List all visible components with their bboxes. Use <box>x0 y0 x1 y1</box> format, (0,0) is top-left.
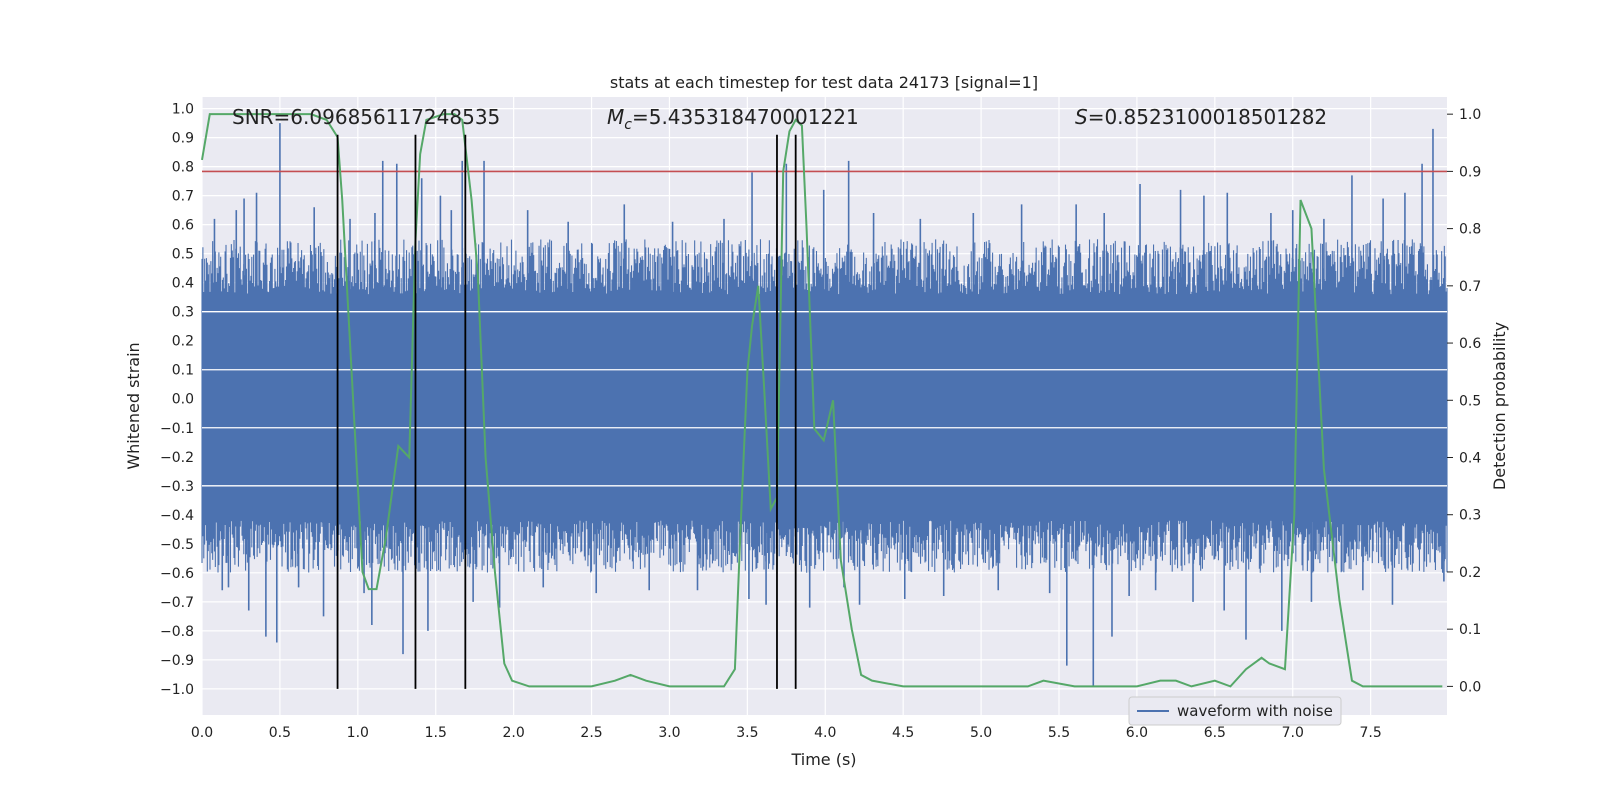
waveform-trace <box>201 239 1448 573</box>
y-tick-label-left: 0.0 <box>172 392 194 408</box>
x-tick-label: 5.0 <box>970 725 992 741</box>
y-axis-label-right: Detection probability <box>1490 322 1509 490</box>
y-tick-label-left: 1.0 <box>172 102 194 118</box>
y-axis-label-left: Whitened strain <box>124 342 143 469</box>
detection-probability-series <box>201 113 1443 688</box>
x-tick-label: 1.0 <box>347 725 369 741</box>
x-tick-label: 4.0 <box>814 725 836 741</box>
s-symbol: S <box>1075 105 1088 129</box>
y-tick-label-left: −0.6 <box>160 566 194 582</box>
x-tick-label: 3.0 <box>658 725 680 741</box>
vertical-markers <box>336 134 797 689</box>
y-tick-label-left: −0.4 <box>160 508 194 524</box>
chirp-mass-symbol: M <box>607 105 624 129</box>
s-value: =0.8523100018501282 <box>1088 105 1327 129</box>
y-tick-label-left: 0.7 <box>172 189 194 205</box>
y-tick-label-right: 0.2 <box>1459 565 1481 581</box>
y-tick-label-right: 0.5 <box>1459 393 1481 409</box>
y-tick-label-left: −0.8 <box>160 624 194 640</box>
y-tick-label-left: −1.0 <box>160 682 194 698</box>
y-tick-label-right: 0.9 <box>1459 164 1481 180</box>
x-tick-label: 2.0 <box>503 725 525 741</box>
y-tick-label-right: 0.7 <box>1459 279 1481 295</box>
y-tick-label-right: 0.6 <box>1459 336 1481 352</box>
waveform-with-noise-series <box>201 123 1448 686</box>
chirp-mass-annotation: Mc=5.435318470001221 <box>607 105 859 133</box>
s-annotation: S=0.8523100018501282 <box>1075 105 1327 129</box>
x-tick-label: 1.5 <box>425 725 447 741</box>
x-tick-label: 6.5 <box>1204 725 1226 741</box>
y-tick-label-left: 0.6 <box>172 218 194 234</box>
x-tick-label: 0.0 <box>191 725 213 741</box>
y-tick-label-right: 0.0 <box>1459 679 1481 695</box>
y-tick-label-right: 0.1 <box>1459 622 1481 638</box>
x-tick-label: 7.5 <box>1360 725 1382 741</box>
x-tick-label: 0.5 <box>269 725 291 741</box>
y-tick-label-left: 0.3 <box>172 305 194 321</box>
x-tick-label: 7.0 <box>1282 725 1304 741</box>
y-tick-label-left: 0.4 <box>172 276 194 292</box>
x-tick-label: 5.5 <box>1048 725 1070 741</box>
chart-title: stats at each timestep for test data 241… <box>610 73 1038 92</box>
x-tick-label: 4.5 <box>892 725 914 741</box>
legend-label-waveform: waveform with noise <box>1177 702 1333 720</box>
detection-probability-line <box>201 113 1443 688</box>
chirp-mass-subscript: c <box>624 117 632 133</box>
y-tick-label-left: −0.5 <box>160 537 194 553</box>
y-tick-label-left: −0.9 <box>160 653 194 669</box>
y-tick-labels-right: 1.0 0.9 0.8 0.7 0.6 0.5 0.4 0.3 0.2 0.1 0.0 <box>1447 107 1481 695</box>
x-tick-label: 3.5 <box>736 725 758 741</box>
y-tick-label-left: −0.7 <box>160 595 194 611</box>
y-tick-label-left: 0.9 <box>172 131 194 147</box>
chirp-mass-value: =5.435318470001221 <box>632 105 859 129</box>
y-tick-labels-left: 1.0 0.9 0.8 0.7 0.6 0.5 0.4 0.3 0.2 0.1 0.0 −0.1 −0.… <box>160 102 194 698</box>
x-axis-label: Time (s) <box>790 750 856 769</box>
x-tick-labels: 0.0 0.5 1.0 1.5 2.0 2.5 3.0 3.5 4.0 4.5 5.0 5.5 6.0 6… <box>191 725 1382 741</box>
y-tick-label-right: 0.3 <box>1459 508 1481 524</box>
legend: waveform with noise <box>1128 696 1342 726</box>
y-tick-label-left: 0.5 <box>172 247 194 263</box>
y-tick-label-left: −0.1 <box>160 421 194 437</box>
snr-annotation: SNR=6.096856117248535 <box>232 105 500 129</box>
y-tick-label-right: 0.8 <box>1459 222 1481 238</box>
x-tick-label: 2.5 <box>580 725 602 741</box>
x-tick-label: 6.0 <box>1126 725 1148 741</box>
legend-box <box>1128 696 1342 726</box>
y-tick-label-left: −0.3 <box>160 479 194 495</box>
y-tick-label-left: 0.1 <box>172 363 194 379</box>
y-tick-label-right: 1.0 <box>1459 107 1481 123</box>
y-tick-label-right: 0.4 <box>1459 451 1481 467</box>
y-tick-label-left: −0.2 <box>160 450 194 466</box>
y-tick-label-left: 0.8 <box>172 160 194 176</box>
y-tick-label-left: 0.2 <box>172 334 194 350</box>
